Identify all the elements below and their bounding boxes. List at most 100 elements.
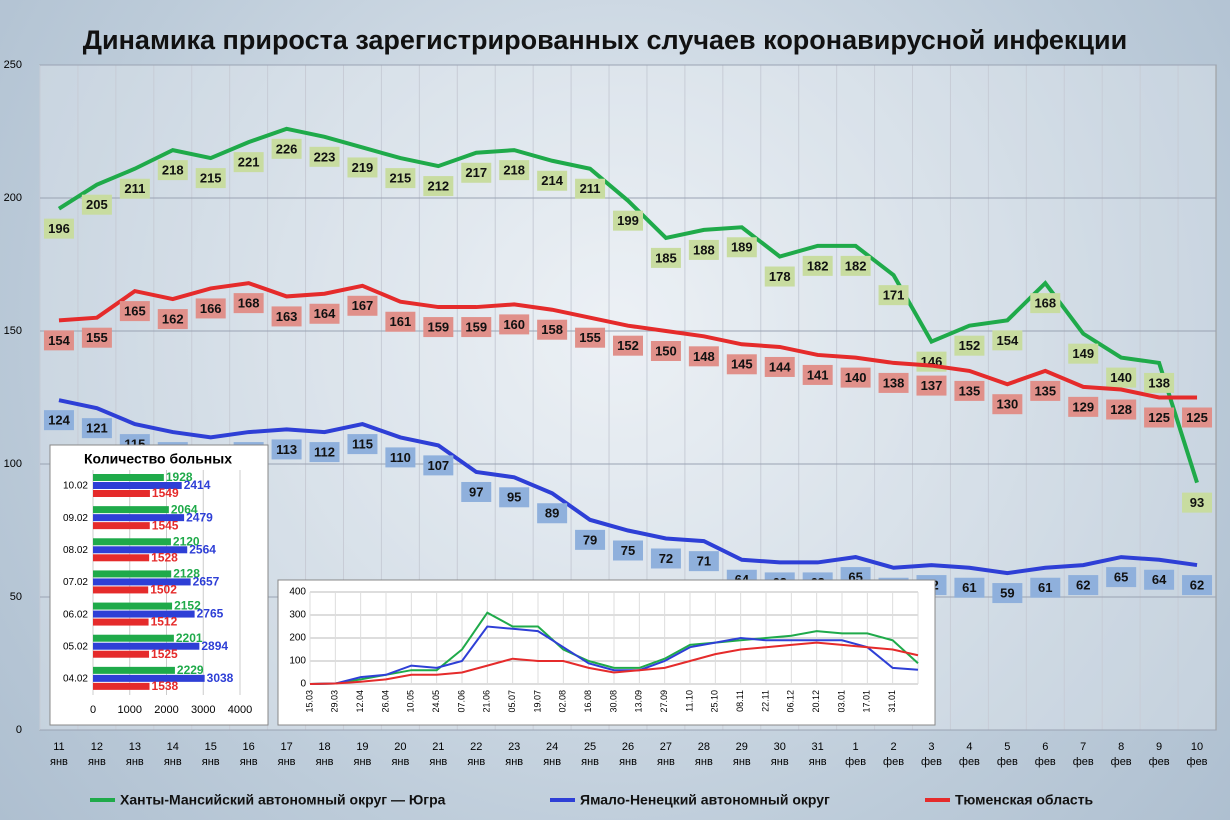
y-tick-label: 09.02 — [63, 513, 88, 524]
data-label: 164 — [314, 306, 336, 321]
x-tick-label: 22.11 — [760, 690, 770, 712]
chart-title: Динамика прироста зарегистрированных слу… — [83, 25, 1127, 55]
series-line — [309, 611, 919, 685]
label-box — [233, 293, 264, 314]
data-label: 71 — [697, 554, 711, 569]
label-box — [650, 341, 681, 361]
data-label: 178 — [769, 269, 791, 284]
series-line — [309, 641, 919, 685]
bar — [93, 618, 149, 626]
x-tick-label: 21 янв — [429, 741, 448, 768]
x-tick-label: 14 янв — [163, 741, 182, 768]
bar — [93, 666, 175, 674]
label-box — [499, 314, 530, 335]
label-box — [423, 455, 454, 476]
x-tick-label: 19.07 — [532, 690, 542, 713]
data-label: 212 — [427, 179, 449, 194]
label-box — [461, 162, 492, 183]
x-tick-label: 22 янв — [467, 741, 486, 768]
bar-label: 2414 — [184, 478, 211, 492]
data-label: 168 — [238, 296, 260, 311]
data-label: 129 — [1072, 399, 1094, 414]
y-tick-label: 06.02 — [63, 609, 88, 620]
x-tick-label: 16 янв — [239, 741, 258, 768]
x-tick-label: 26 янв — [619, 741, 637, 768]
data-label: 171 — [883, 288, 905, 303]
label-box — [423, 176, 454, 197]
data-label: 221 — [238, 155, 260, 170]
bar-label: 3038 — [207, 671, 234, 685]
x-tick-label: 7 фев — [1072, 741, 1094, 768]
x-tick-label: 13.09 — [634, 690, 644, 713]
legend-label: Ханты-Мансийский автономный округ — Югра — [120, 792, 446, 808]
x-tick-label: 1000 — [118, 704, 142, 716]
label-box — [1144, 407, 1175, 428]
label-box — [43, 218, 74, 239]
label-box — [1068, 343, 1099, 364]
x-tick-label: 31 янв — [808, 741, 827, 768]
label-box — [954, 335, 985, 356]
x-tick-label: 29.03 — [330, 690, 340, 713]
x-tick-label: 12.04 — [355, 690, 365, 713]
label-box — [1182, 407, 1213, 428]
y-tick-label: 0 — [300, 679, 306, 690]
y-tick-label: 10.02 — [63, 481, 88, 492]
label-box — [1106, 367, 1137, 388]
y-tick-label: 08.02 — [63, 545, 88, 556]
label-box — [385, 168, 416, 189]
label-box — [1068, 575, 1099, 596]
label-box — [195, 298, 226, 319]
x-tick-label: 17 янв — [277, 741, 296, 768]
bar-label: 1502 — [150, 583, 177, 597]
label-box — [1106, 567, 1137, 588]
label-box — [461, 481, 492, 502]
data-label: 168 — [1034, 296, 1056, 311]
label-box — [347, 434, 378, 455]
y-tick-label: 07.02 — [63, 577, 88, 588]
bar — [93, 570, 172, 578]
y-tick-label: 250 — [4, 59, 22, 71]
x-tick-label: 4 фев — [958, 741, 980, 768]
x-tick-label: 10.05 — [406, 690, 416, 713]
x-tick-label: 5 фев — [996, 741, 1018, 768]
data-label: 62 — [1190, 578, 1204, 593]
data-label: 158 — [541, 322, 563, 337]
label-box — [119, 178, 150, 199]
bar — [93, 474, 164, 481]
label-box — [575, 178, 606, 199]
bar — [93, 602, 173, 610]
bar-label: 1549 — [152, 486, 179, 500]
data-label: 219 — [352, 160, 374, 175]
bar-label: 2894 — [201, 639, 228, 653]
label-box — [537, 319, 568, 340]
x-tick-label: 11.10 — [684, 690, 694, 712]
data-label: 152 — [617, 338, 639, 353]
label-box — [688, 239, 719, 260]
data-label: 155 — [579, 330, 601, 345]
bar — [93, 610, 195, 618]
label-box — [878, 372, 909, 393]
label-box — [1106, 399, 1137, 420]
data-label: 196 — [48, 221, 70, 236]
bar-label: 2201 — [176, 631, 203, 645]
bar — [93, 554, 150, 562]
bar-label: 2229 — [177, 663, 204, 677]
data-label: 125 — [1186, 410, 1208, 425]
label-box — [992, 330, 1023, 351]
label-box — [385, 447, 416, 468]
label-box — [157, 160, 188, 181]
bar — [93, 490, 150, 497]
data-label: 110 — [390, 450, 411, 465]
bar-label: 1928 — [166, 470, 193, 484]
bar — [93, 482, 182, 489]
label-box — [157, 309, 188, 330]
label-box — [1182, 575, 1213, 596]
label-box — [688, 346, 719, 367]
bar — [93, 674, 205, 682]
label-box — [43, 410, 74, 431]
data-label: 148 — [693, 349, 715, 364]
bar — [93, 586, 149, 594]
bar-label: 1528 — [151, 550, 178, 564]
x-tick-label: 25.10 — [710, 690, 720, 713]
